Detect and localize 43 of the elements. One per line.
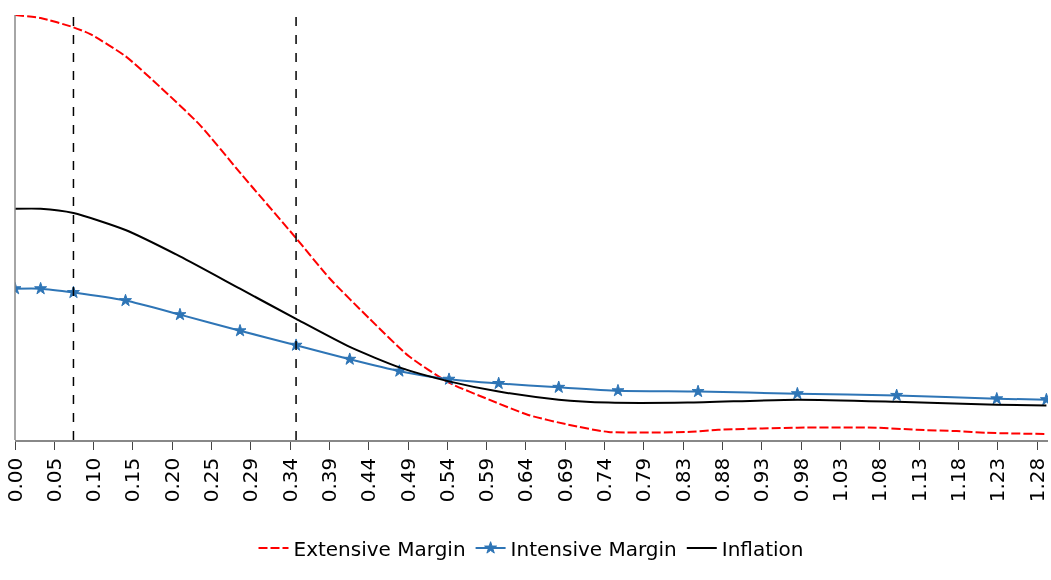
legend-label: Inflation <box>721 536 804 561</box>
x-tick-label: 0.74 <box>592 457 617 503</box>
point <box>691 384 705 398</box>
x-tick-label: 0.44 <box>356 457 381 503</box>
x-tick-label: 1.03 <box>827 457 852 503</box>
x-tick-label: 0.20 <box>159 457 184 503</box>
point <box>552 380 566 393</box>
point <box>392 364 406 377</box>
point <box>990 391 1004 405</box>
point <box>611 383 625 397</box>
x-tick-label: 1.08 <box>867 457 892 503</box>
x-tick-label: 0.25 <box>199 457 224 503</box>
x-tick-label: 1.28 <box>1024 457 1049 503</box>
point <box>173 307 187 321</box>
x-tick-label: 0.49 <box>395 457 420 503</box>
x-tick-label: 0.79 <box>631 457 656 503</box>
point <box>492 376 506 390</box>
x-tick-label: 0.98 <box>788 457 813 503</box>
point <box>34 281 48 295</box>
x-tick-label: 0.54 <box>434 457 459 503</box>
x-tick-label: 0.88 <box>710 457 735 503</box>
x-tick-label: 0.00 <box>2 457 27 503</box>
point <box>790 386 804 400</box>
legend-label: Intensive Margin <box>510 536 677 561</box>
x-tick-label: 0.05 <box>41 457 66 503</box>
x-tick-label: 0.93 <box>749 457 774 503</box>
x-tick-label: 0.83 <box>670 457 695 503</box>
x-tick-label: 0.34 <box>277 457 302 503</box>
legend-label: Extensive Margin <box>293 536 466 561</box>
x-tick-label: 1.13 <box>906 457 931 503</box>
x-tick-label: 0.39 <box>316 457 341 503</box>
x-tick-label: 0.29 <box>238 457 263 503</box>
point <box>343 352 357 365</box>
point <box>890 388 904 401</box>
x-tick-label: 1.18 <box>945 457 970 503</box>
x-tick-label: 0.59 <box>474 457 499 503</box>
x-tick-label: 0.69 <box>552 457 577 503</box>
point <box>233 323 247 337</box>
x-tick-label: 0.64 <box>513 457 538 503</box>
x-tick-label: 0.10 <box>81 457 106 503</box>
point <box>119 293 132 307</box>
x-tick-label: 1.23 <box>985 457 1010 503</box>
x-tick-label: 0.15 <box>120 457 145 503</box>
